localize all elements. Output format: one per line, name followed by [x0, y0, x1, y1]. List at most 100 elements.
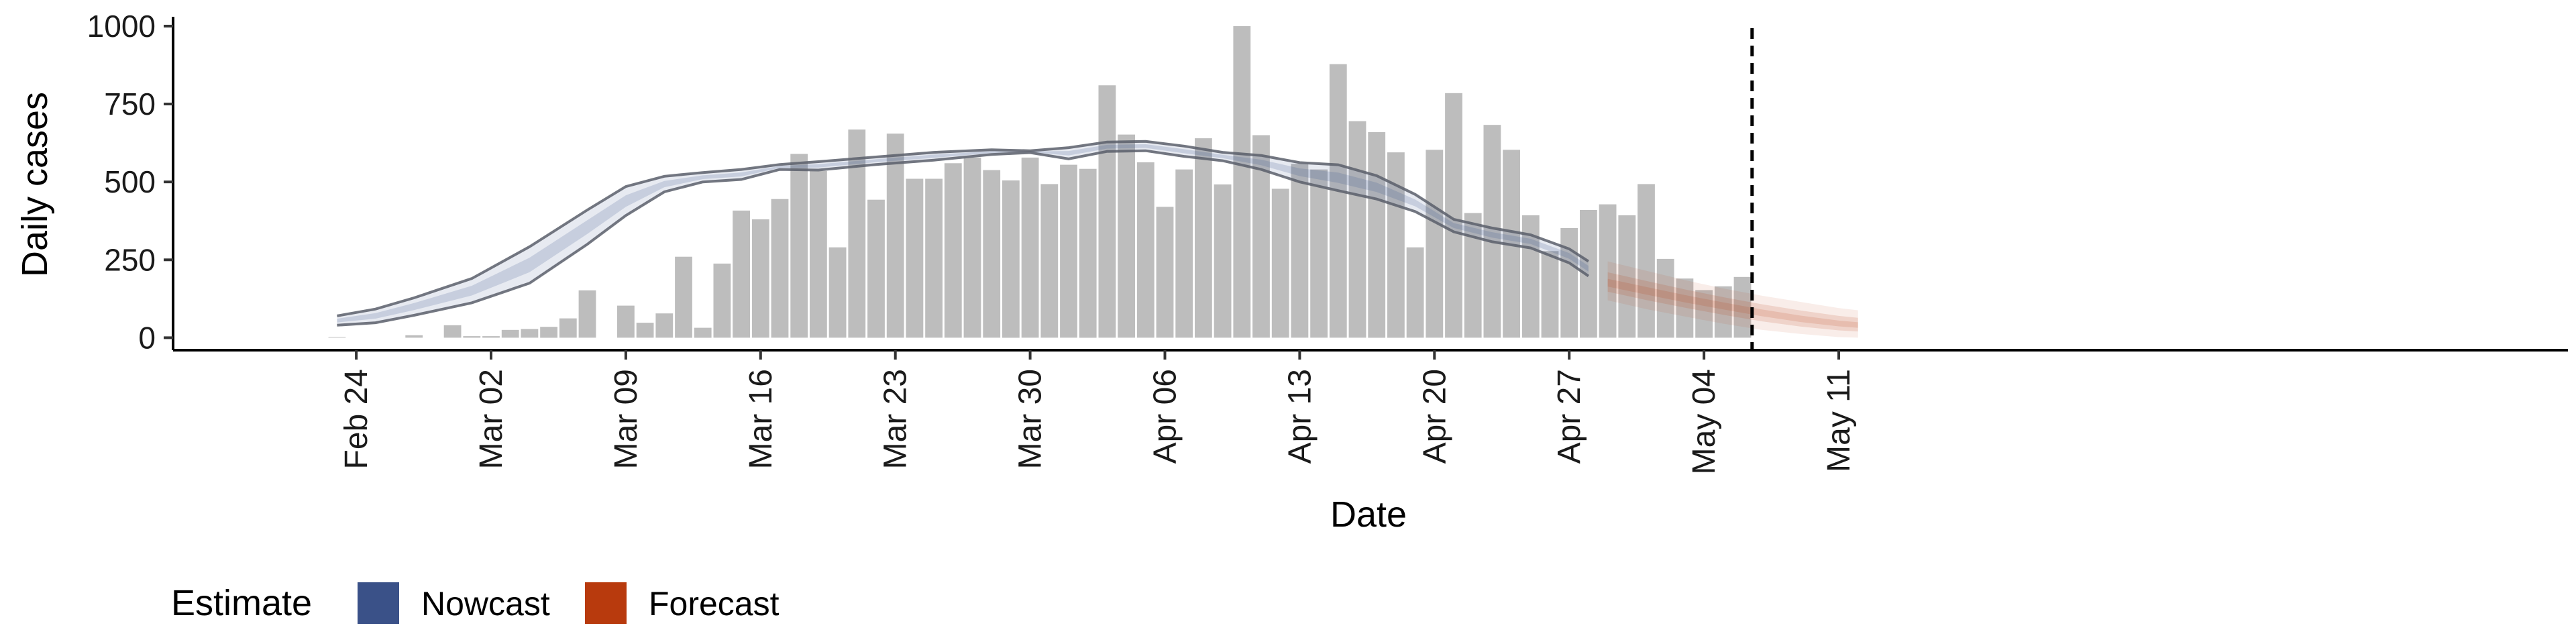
bar-apr-23	[1483, 125, 1501, 338]
x-tick-label-apr-13: Apr 13	[1282, 369, 1318, 464]
bar-mar-02	[482, 336, 500, 338]
bar-mar-13	[694, 327, 712, 338]
nowcast-band-inner	[337, 144, 1589, 323]
bar-feb-29	[443, 325, 462, 338]
bar-mar-30	[1021, 157, 1039, 338]
bar-apr-29	[1599, 204, 1617, 338]
bar-mar-28	[983, 170, 1001, 338]
bar-apr-19	[1406, 247, 1424, 338]
x-tick-label-mar-02: Mar 02	[474, 369, 509, 469]
y-tick-label-750: 750	[104, 87, 156, 121]
forecast-band-core	[1607, 278, 1858, 328]
x-tick-label-mar-23: Mar 23	[878, 369, 914, 469]
bar-mar-16	[751, 219, 769, 338]
bar-apr-09	[1214, 184, 1232, 338]
nowcast-lower-line	[337, 149, 1590, 327]
bar-apr-02	[1079, 168, 1097, 338]
bar-may-06	[1733, 276, 1752, 338]
bar-mar-20	[828, 247, 847, 338]
bar-mar-11	[655, 313, 674, 338]
bar-mar-07	[578, 290, 596, 338]
x-tick-label-may-11: May 11	[1821, 369, 1857, 472]
bar-mar-23	[886, 133, 904, 338]
bar-mar-29	[1002, 180, 1020, 338]
bar-mar-21	[848, 129, 866, 338]
bar-apr-07	[1175, 169, 1193, 338]
x-tick-label-apr-06: Apr 06	[1148, 369, 1183, 464]
bar-apr-20	[1426, 150, 1444, 338]
x-tick-label-mar-16: Mar 16	[743, 369, 779, 469]
bar-apr-04	[1118, 134, 1135, 338]
x-tick-label-apr-27: Apr 27	[1552, 369, 1587, 464]
bar-apr-06	[1156, 207, 1174, 338]
bar-mar-14	[713, 263, 731, 338]
bar-apr-14	[1310, 169, 1328, 338]
bar-may-03	[1676, 278, 1694, 338]
bar-apr-10	[1233, 25, 1251, 338]
axes-layer: 0 250 500 750 1000 Feb 24 Mar 02 Mar 09 Mar 16 Ma…	[87, 9, 2568, 474]
bar-apr-26	[1541, 251, 1559, 338]
bar-mar-27	[963, 157, 981, 338]
bar-mar-06	[559, 318, 577, 338]
y-tick-label-250: 250	[104, 242, 156, 277]
legend-title: Estimate	[171, 583, 312, 623]
bar-mar-22	[867, 199, 885, 338]
x-tick-label-apr-20: Apr 20	[1417, 369, 1452, 464]
y-tick-label-0: 0	[138, 320, 156, 355]
bar-apr-30	[1618, 215, 1636, 338]
x-tick-label-may-04: May 04	[1686, 369, 1722, 474]
bar-apr-05	[1136, 162, 1155, 338]
bar-mar-24	[906, 178, 924, 338]
bar-apr-28	[1580, 210, 1597, 338]
forecast-band-outer	[1607, 261, 1858, 338]
bar-apr-18	[1387, 152, 1405, 338]
legend-label-nowcast: Nowcast	[421, 585, 550, 623]
legend-label-forecast: Forecast	[649, 585, 780, 623]
x-tick-label-feb-24: Feb 24	[339, 369, 374, 469]
nowcast-upper-line	[337, 140, 1589, 317]
bar-mar-04	[521, 329, 539, 338]
bar-mar-10	[636, 323, 654, 338]
bar-apr-15	[1329, 64, 1347, 338]
bar-apr-12	[1271, 189, 1289, 338]
bar-feb-23	[328, 337, 346, 338]
bar-mar-17	[771, 199, 789, 338]
x-axis-title: Date	[1330, 494, 1407, 535]
bar-mar-26	[944, 163, 962, 338]
y-tick-label-500: 500	[104, 164, 156, 199]
bar-mar-25	[925, 178, 943, 338]
estimate-bands-layer	[337, 140, 1858, 338]
y-tick-label-1000: 1000	[87, 9, 156, 44]
bar-mar-03	[501, 329, 519, 338]
bars-layer	[328, 25, 1752, 338]
forecast-band-inner	[1607, 272, 1858, 332]
bar-mar-15	[733, 210, 750, 338]
bar-apr-13	[1291, 164, 1309, 338]
legend-swatch-forecast	[585, 582, 627, 624]
bar-mar-18	[790, 154, 808, 338]
x-tick-label-mar-09: Mar 09	[608, 369, 644, 469]
bar-may-02	[1656, 258, 1674, 338]
bar-apr-01	[1060, 164, 1077, 338]
bar-mar-19	[810, 170, 827, 338]
bar-apr-22	[1464, 213, 1482, 338]
bar-mar-31	[1040, 184, 1059, 338]
bar-apr-03	[1098, 85, 1116, 338]
bar-mar-01	[463, 336, 481, 338]
bar-apr-17	[1368, 131, 1386, 338]
y-axis-title: Daily cases	[15, 92, 55, 277]
x-tick-label-mar-30: Mar 30	[1013, 369, 1049, 469]
legend: Estimate Nowcast Forecast	[171, 582, 780, 624]
bar-apr-27	[1560, 227, 1578, 338]
legend-swatch-nowcast	[358, 582, 399, 624]
nowcast-band-outer	[337, 141, 1589, 325]
bar-may-04	[1695, 290, 1713, 338]
bar-mar-12	[675, 256, 692, 338]
bar-mar-09	[617, 305, 635, 338]
bar-may-05	[1714, 286, 1732, 338]
bar-may-01	[1638, 184, 1655, 338]
bar-mar-05	[540, 327, 557, 338]
bar-feb-27	[405, 335, 423, 338]
